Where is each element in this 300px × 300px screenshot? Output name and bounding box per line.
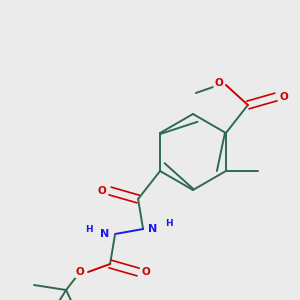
Text: H: H: [85, 224, 93, 233]
Text: O: O: [98, 186, 106, 196]
Text: H: H: [165, 220, 173, 229]
Text: O: O: [142, 267, 151, 277]
Text: N: N: [148, 224, 158, 234]
Text: O: O: [76, 267, 85, 277]
Text: O: O: [280, 92, 288, 102]
Text: O: O: [214, 78, 223, 88]
Text: N: N: [100, 229, 110, 239]
